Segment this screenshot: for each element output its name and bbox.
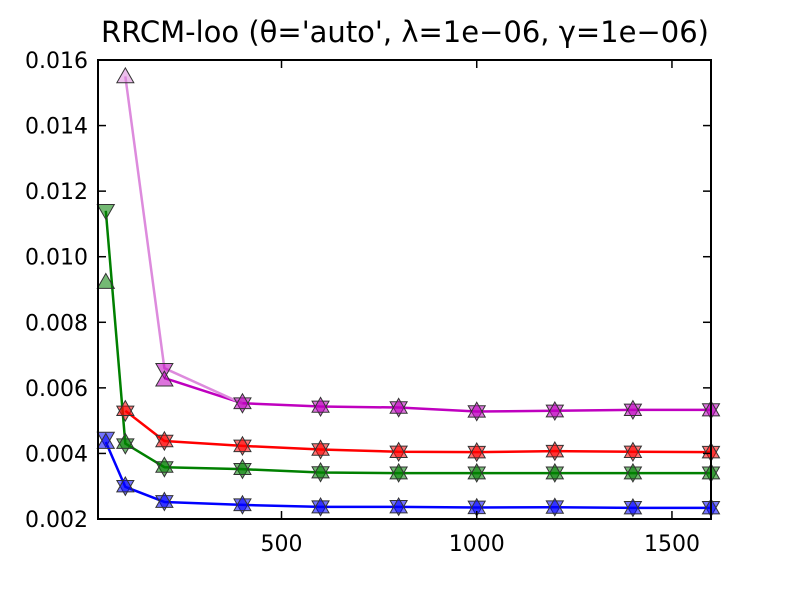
- series-line-4: [124, 76, 243, 405]
- series-layer: [96, 66, 721, 518]
- marker-up-triangle: [311, 439, 330, 456]
- marker-up-triangle: [233, 494, 252, 512]
- series-line-0: [104, 441, 711, 510]
- series-line-2: [124, 409, 712, 454]
- plot-frame: [97, 59, 712, 520]
- marker-up-triangle: [623, 462, 643, 480]
- y-tick-label: 0.014: [25, 115, 88, 140]
- marker-up-triangle: [115, 66, 135, 84]
- marker-up-triangle: [545, 462, 565, 480]
- y-tick-label: 0.002: [25, 508, 88, 533]
- marker-up-triangle: [233, 392, 252, 410]
- y-tick-label: 0.006: [25, 377, 88, 402]
- marker-up-triangle: [545, 400, 565, 418]
- marker-up-triangle: [311, 461, 330, 479]
- marker-up-triangle: [467, 462, 487, 480]
- marker-up-triangle: [389, 497, 409, 514]
- marker-up-triangle: [311, 396, 330, 413]
- marker-up-triangle: [233, 435, 252, 453]
- marker-up-triangle: [389, 462, 409, 480]
- marker-up-triangle: [623, 441, 643, 459]
- y-tick-label: 0.004: [25, 442, 88, 467]
- marker-down-triangle: [96, 203, 116, 221]
- y-tick-label: 0.012: [25, 180, 88, 205]
- x-tick-label: 1000: [449, 532, 505, 557]
- y-tick-label: 0.010: [25, 246, 88, 271]
- marker-up-triangle: [467, 441, 487, 459]
- x-tick-label: 1500: [644, 532, 700, 557]
- marker-up-triangle: [96, 432, 116, 449]
- marker-up-triangle: [467, 401, 487, 418]
- marker-up-triangle: [233, 458, 252, 476]
- series-line-3: [163, 376, 711, 413]
- marker-up-triangle: [311, 497, 330, 514]
- marker-up-triangle: [96, 272, 116, 289]
- marker-up-triangle: [155, 456, 174, 473]
- marker-up-triangle: [623, 498, 643, 515]
- chart-title: RRCM-loo (θ='auto', λ=1e−06, γ=1e−06): [101, 15, 709, 49]
- y-tick-label: 0.016: [25, 49, 88, 74]
- y-tick-label: 0.008: [25, 311, 88, 336]
- marker-up-triangle: [115, 476, 135, 493]
- x-tick-label: 500: [261, 532, 303, 557]
- marker-up-triangle: [155, 491, 174, 508]
- marker-up-triangle: [115, 432, 135, 449]
- axis-layer: 500 1000 1500 0.002 0.004 0.006 0.008 0.010 0.01…: [25, 49, 711, 557]
- marker-up-triangle: [545, 497, 565, 514]
- marker-up-triangle: [389, 441, 409, 459]
- marker-up-triangle: [115, 399, 135, 417]
- marker-up-triangle: [389, 397, 409, 414]
- marker-up-triangle: [155, 370, 174, 387]
- marker-up-triangle: [155, 430, 174, 448]
- series-line-1: [104, 210, 711, 475]
- marker-up-triangle: [545, 440, 565, 458]
- marker-up-triangle: [623, 399, 643, 417]
